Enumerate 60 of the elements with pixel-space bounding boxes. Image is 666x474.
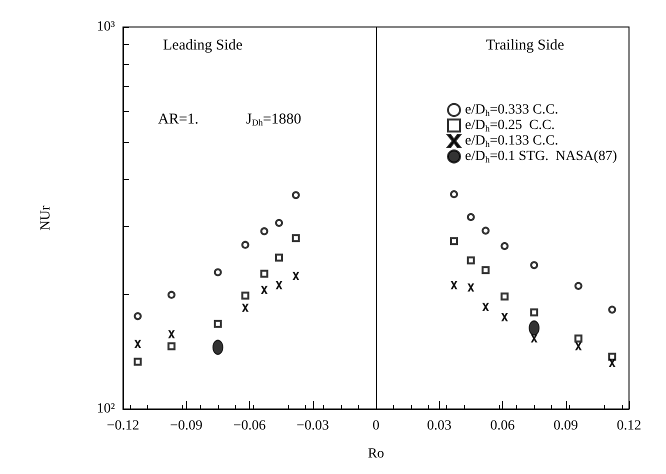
point <box>530 261 538 270</box>
point <box>275 218 284 227</box>
point <box>482 302 489 311</box>
y-tick-label: 10³ <box>96 20 115 34</box>
point <box>276 281 282 290</box>
point <box>502 313 508 322</box>
point <box>168 290 176 299</box>
point <box>167 342 176 350</box>
point <box>241 240 250 249</box>
x-tick-label: 0.12 <box>616 418 642 434</box>
x-tick-label: 0.09 <box>554 418 578 434</box>
point <box>212 340 224 355</box>
x-tick-label: 0.06 <box>490 418 515 434</box>
point <box>482 266 490 274</box>
point <box>242 304 248 312</box>
point <box>528 320 540 336</box>
point <box>260 227 268 236</box>
point <box>500 242 509 250</box>
point <box>275 254 284 262</box>
y-tick-label: 10² <box>96 402 115 416</box>
point <box>575 342 582 350</box>
point <box>450 190 458 198</box>
y-axis-title: NUr <box>38 205 54 230</box>
point <box>466 213 475 222</box>
point <box>482 226 490 235</box>
point <box>531 334 538 342</box>
point <box>608 306 616 314</box>
point <box>450 237 458 246</box>
x-axis-title: Ro <box>368 446 384 462</box>
point <box>261 286 268 294</box>
point <box>292 191 300 200</box>
x-tick-label: −0.12 <box>106 418 140 434</box>
annotation: JDh=1880 <box>246 112 302 128</box>
point <box>574 282 582 290</box>
point <box>468 284 474 292</box>
point <box>134 358 142 366</box>
annotation: Leading Side <box>163 38 243 54</box>
point <box>500 292 509 301</box>
point <box>292 234 300 242</box>
point <box>451 281 458 290</box>
point <box>292 272 299 280</box>
x-tick-label: 0 <box>372 418 380 434</box>
point <box>574 334 582 342</box>
annotation: AR=1. <box>158 112 199 128</box>
point <box>466 256 475 264</box>
point <box>260 270 268 278</box>
point <box>168 330 174 338</box>
x-tick-label: −0.09 <box>170 418 202 434</box>
point <box>214 268 222 276</box>
point <box>134 340 141 348</box>
point <box>134 312 142 320</box>
x-tick-label: 0.03 <box>427 418 452 434</box>
annotation: Trailing Side <box>486 38 565 54</box>
point <box>241 292 250 300</box>
x-tick-label: −0.03 <box>296 418 329 434</box>
point <box>608 352 616 361</box>
point <box>214 320 222 328</box>
point <box>609 358 616 367</box>
point <box>530 308 538 316</box>
x-tick-label: −0.06 <box>233 418 266 434</box>
